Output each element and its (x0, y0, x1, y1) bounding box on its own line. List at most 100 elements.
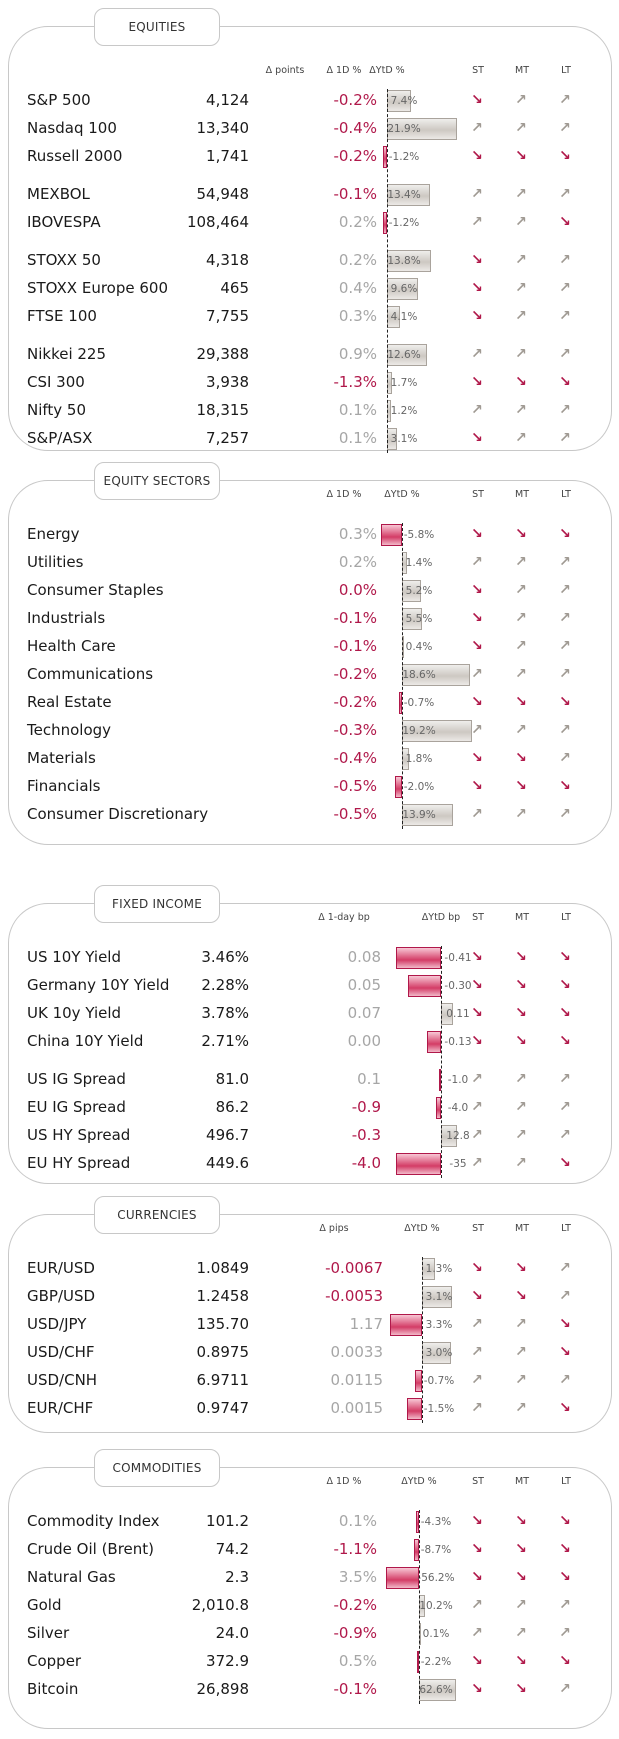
arrow-down-right-icon: ↘ (471, 1653, 483, 1669)
ytd-value: 5.5% (405, 613, 433, 625)
arrow-up-right-icon: ↗ (559, 750, 571, 766)
arrow-up-right-icon: ↗ (559, 610, 571, 626)
table-row: MEXBOL 54,948 -0.1% 13.4% ↗ ↗ ↗ (9, 181, 613, 207)
arrow-down-right-icon: ↘ (515, 1288, 527, 1304)
arrow-up-right-icon: ↗ (471, 1071, 483, 1087)
table-row: UK 10y Yield 3.78% 0.07 0.11 ↘ ↘ ↘ (9, 1000, 613, 1026)
instrument-level: 54,948 (196, 185, 250, 203)
daily-change: 0.05 (347, 976, 381, 994)
mt-header: MT (515, 489, 529, 500)
daily-change: 0.07 (347, 1004, 381, 1022)
ytd-zero-axis (422, 1257, 423, 1423)
table-row: Real Estate -0.2% -0.7% ↘ ↘ ↘ (9, 689, 613, 715)
instrument-name: Materials (27, 749, 96, 767)
daily-change: -1.3% (333, 373, 377, 391)
arrow-down-right-icon: ↘ (559, 1033, 571, 1049)
ytd-value: 10.2% (419, 1600, 453, 1612)
daily-change: 1.17 (349, 1315, 383, 1333)
instrument-name: EUR/USD (27, 1259, 95, 1277)
arrow-down-right-icon: ↘ (515, 1033, 527, 1049)
mt-header: MT (515, 1476, 529, 1487)
instrument-name: Technology (27, 721, 112, 739)
arrow-down-right-icon: ↘ (559, 949, 571, 965)
arrow-up-right-icon: ↗ (471, 722, 483, 738)
daily-change: 0.1% (338, 401, 377, 419)
ytd-value: -1.5% (423, 1403, 455, 1415)
instrument-name: CSI 300 (27, 373, 85, 391)
table-row: S&P/ASX 7,257 0.1% 3.1% ↘ ↗ ↗ (9, 425, 613, 451)
instrument-level: 2.28% (201, 976, 249, 994)
daily-change: -0.1% (333, 1680, 377, 1698)
mt-header: MT (515, 1223, 529, 1234)
daily-change: -0.2% (333, 1596, 377, 1614)
instrument-level: 496.7 (206, 1126, 249, 1144)
instrument-name: US IG Spread (27, 1070, 126, 1088)
table-row: Silver 24.0 -0.9% 0.1% ↗ ↗ ↗ (9, 1620, 613, 1646)
mt-header: MT (515, 65, 529, 76)
ytd-value: -0.13 (444, 1036, 472, 1048)
arrow-down-right-icon: ↘ (515, 374, 527, 390)
ytd-bar (383, 212, 387, 234)
daily-change: 0.0033 (330, 1343, 384, 1361)
arrow-up-right-icon: ↗ (471, 1099, 483, 1115)
instrument-name: GBP/USD (27, 1287, 96, 1305)
instrument-name: Utilities (27, 553, 84, 571)
arrow-down-right-icon: ↘ (471, 430, 483, 446)
arrow-down-right-icon: ↘ (471, 280, 483, 296)
arrow-up-right-icon: ↗ (559, 1260, 571, 1276)
arrow-up-right-icon: ↗ (471, 1597, 483, 1613)
arrow-up-right-icon: ↗ (559, 666, 571, 682)
arrow-up-right-icon: ↗ (515, 554, 527, 570)
ytd-value: 3.3% (425, 1319, 453, 1331)
ytd-value: -5.8% (403, 529, 435, 541)
arrow-up-right-icon: ↗ (559, 1288, 571, 1304)
arrow-up-right-icon: ↗ (471, 1625, 483, 1641)
daily-change: -0.1% (333, 637, 377, 655)
daily-change: 0.5% (338, 1652, 377, 1670)
instrument-name: Real Estate (27, 693, 112, 711)
arrow-up-right-icon: ↗ (471, 1316, 483, 1332)
table-row: STOXX Europe 600 465 0.4% 9.6% ↘ ↗ ↗ (9, 275, 613, 301)
table-row: US IG Spread 81.0 0.1 -1.0 ↗ ↗ ↗ (9, 1066, 613, 1092)
ytd-value: -4.0 (447, 1102, 469, 1114)
arrow-up-right-icon: ↗ (515, 1372, 527, 1388)
arrow-down-right-icon: ↘ (471, 750, 483, 766)
table-row: USD/CHF 0.8975 0.0033 3.0% ↗ ↗ ↘ (9, 1339, 613, 1365)
daily-change: -0.5% (333, 805, 377, 823)
daily-change: -0.4% (333, 749, 377, 767)
ytd-value: 4.1% (390, 311, 418, 323)
arrow-down-right-icon: ↘ (471, 526, 483, 542)
instrument-level: 2.71% (201, 1032, 249, 1050)
arrow-up-right-icon: ↗ (559, 638, 571, 654)
instrument-level: 0.8975 (196, 1343, 250, 1361)
table-row: Gold 2,010.8 -0.2% 10.2% ↗ ↗ ↗ (9, 1592, 613, 1618)
instrument-name: Silver (27, 1624, 70, 1642)
arrow-up-right-icon: ↗ (515, 806, 527, 822)
arrow-up-right-icon: ↗ (559, 1597, 571, 1613)
sectors-panel: Δ 1D % ΔYtD % ST MT LT Energy 0.3% -5.8% ↘ ↘ ↘ Util… (8, 480, 612, 845)
arrow-up-right-icon: ↗ (559, 1099, 571, 1115)
instrument-name: Copper (27, 1652, 82, 1670)
instrument-name: Crude Oil (Brent) (27, 1540, 155, 1558)
instrument-name: Gold (27, 1596, 62, 1614)
daily-change: 0.00 (347, 1032, 381, 1050)
table-row: Bitcoin 26,898 -0.1% 62.6% ↘ ↘ ↗ (9, 1676, 613, 1702)
daily-change: 0.1% (338, 1512, 377, 1530)
daily-change: 0.0115 (330, 1371, 384, 1389)
arrow-down-right-icon: ↘ (471, 1513, 483, 1529)
ytd-value: 13.9% (402, 809, 436, 821)
arrow-down-right-icon: ↘ (515, 750, 527, 766)
instrument-name: UK 10y Yield (27, 1004, 122, 1022)
daily-change: -0.3% (333, 721, 377, 739)
arrow-up-right-icon: ↗ (559, 554, 571, 570)
ytd-bar (439, 1069, 441, 1091)
arrow-up-right-icon: ↗ (471, 186, 483, 202)
arrow-up-right-icon: ↗ (559, 402, 571, 418)
table-row: CSI 300 3,938 -1.3% 1.7% ↘ ↘ ↘ (9, 369, 613, 395)
daily-change: -0.9% (333, 1624, 377, 1642)
table-row: Energy 0.3% -5.8% ↘ ↘ ↘ (9, 521, 613, 547)
instrument-name: Financials (27, 777, 101, 795)
instrument-level: 7,257 (206, 429, 249, 447)
st-header: ST (472, 489, 484, 500)
ytd-value: -1.2% (388, 151, 420, 163)
